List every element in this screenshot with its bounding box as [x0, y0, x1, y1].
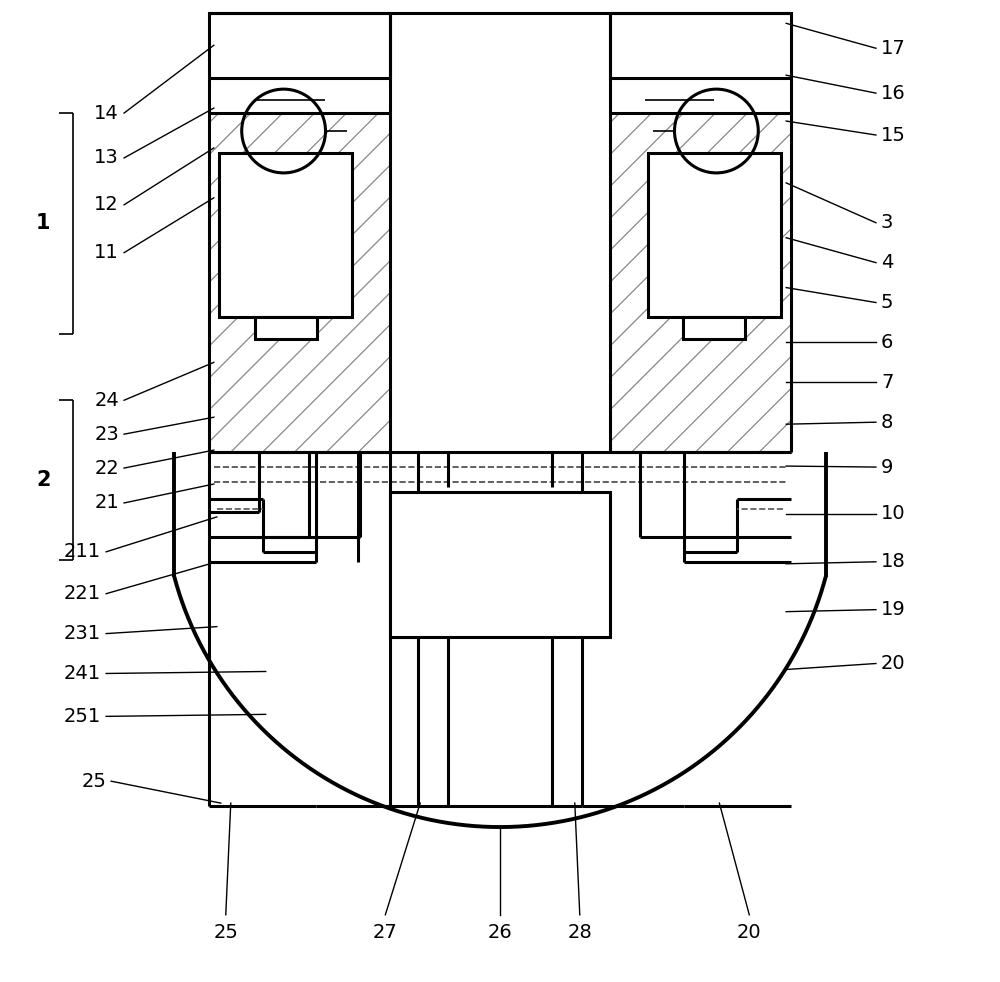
Bar	[219, 153, 352, 317]
Text: 241: 241	[64, 664, 101, 683]
Text: 16: 16	[881, 83, 906, 103]
Text: 20: 20	[737, 923, 762, 943]
Text: 211: 211	[64, 542, 101, 562]
Text: 27: 27	[373, 923, 398, 943]
Text: 9: 9	[881, 458, 893, 476]
Text: 21: 21	[94, 494, 119, 513]
Text: 251: 251	[64, 707, 101, 726]
Text: 8: 8	[881, 412, 893, 432]
Text: 11: 11	[94, 244, 119, 262]
Bar	[255, 317, 317, 340]
Text: 25: 25	[213, 923, 238, 943]
Text: 20: 20	[881, 654, 906, 673]
Text: 7: 7	[881, 373, 893, 392]
Text: 15: 15	[881, 126, 906, 144]
Text: 3: 3	[881, 213, 893, 233]
Text: 23: 23	[94, 424, 119, 444]
Text: 22: 22	[94, 459, 119, 477]
Bar	[648, 153, 781, 317]
Text: 231: 231	[64, 625, 101, 643]
Text: 6: 6	[881, 333, 893, 352]
Text: 25: 25	[81, 772, 106, 791]
Text: 17: 17	[881, 38, 906, 58]
Bar	[683, 317, 745, 340]
Text: 19: 19	[881, 600, 906, 620]
Text: 28: 28	[567, 923, 592, 943]
Bar	[209, 14, 390, 79]
Text: 18: 18	[881, 552, 906, 572]
Text: 10: 10	[881, 505, 906, 523]
Bar	[610, 14, 791, 79]
Text: 13: 13	[94, 148, 119, 168]
Text: 1: 1	[36, 213, 51, 233]
Text: 5: 5	[881, 293, 893, 312]
Bar	[390, 492, 610, 636]
Text: 14: 14	[94, 103, 119, 123]
Text: 221: 221	[64, 584, 101, 603]
Text: 12: 12	[94, 195, 119, 214]
Text: 24: 24	[94, 391, 119, 409]
Text: 26: 26	[488, 923, 512, 943]
Text: 4: 4	[881, 253, 893, 272]
Text: 2: 2	[36, 470, 51, 490]
